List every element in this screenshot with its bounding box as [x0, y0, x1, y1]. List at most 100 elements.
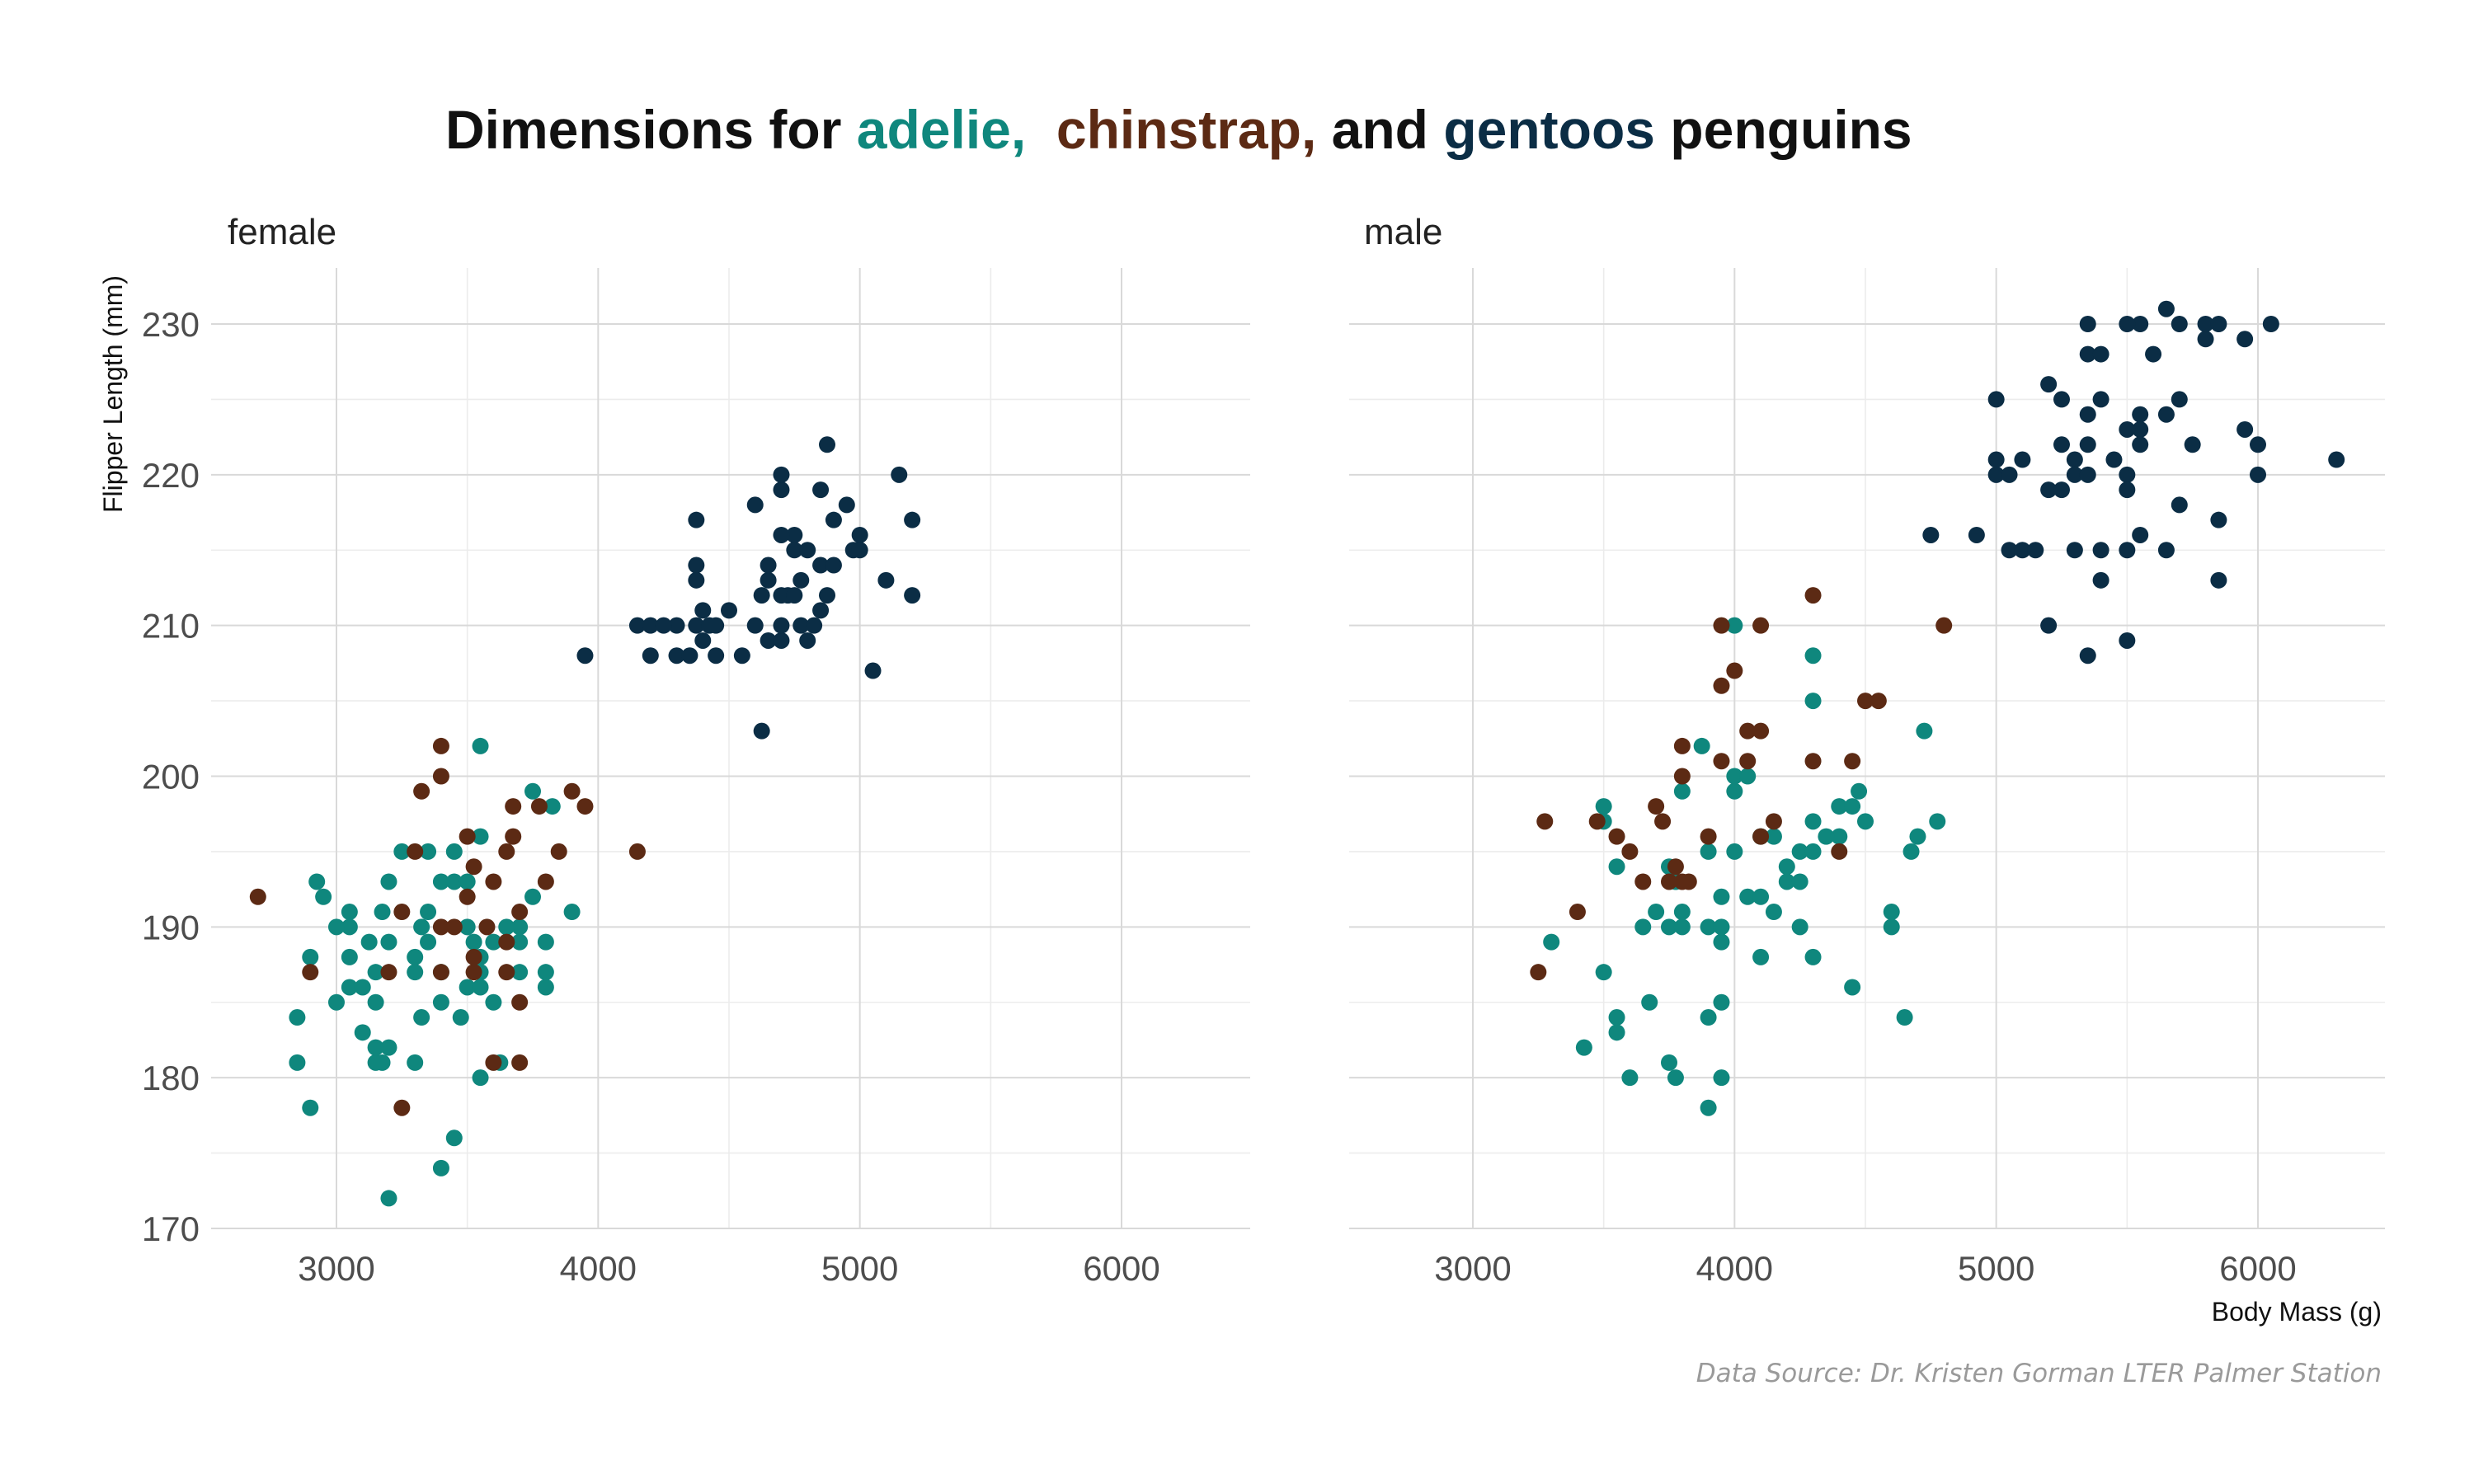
data-point-adelie [1752, 948, 1770, 965]
data-point-adelie [328, 993, 345, 1011]
data-point-gentoo [2092, 345, 2109, 363]
data-point-adelie [1844, 798, 1861, 815]
data-point-chinstrap [1673, 768, 1691, 785]
data-point-gentoo [688, 617, 705, 634]
x-axis-title: Body Mass (g) [2212, 1297, 2382, 1327]
data-point-adelie [1608, 1024, 1625, 1041]
y-axis-title: Flipper Length (mm) [98, 275, 128, 513]
data-point-gentoo [708, 647, 725, 665]
data-point-adelie [354, 1024, 371, 1041]
data-point-adelie [1791, 843, 1808, 860]
series-gentoo [1922, 300, 2345, 665]
data-point-chinstrap [1634, 873, 1652, 890]
data-point-gentoo [2027, 542, 2044, 559]
data-point-chinstrap [1536, 813, 1554, 830]
data-point-gentoo [2236, 331, 2254, 348]
data-point-adelie [1726, 617, 1743, 634]
data-point-gentoo [812, 602, 830, 619]
data-point-chinstrap [1673, 737, 1691, 754]
data-point-chinstrap [1648, 798, 1665, 815]
title-and: and [1316, 99, 1443, 160]
data-point-adelie [1634, 918, 1652, 936]
y-tick-label: 170 [142, 1209, 200, 1248]
data-point-adelie [1804, 948, 1822, 965]
data-point-chinstrap [1654, 813, 1672, 830]
data-point-chinstrap [1844, 753, 1861, 770]
data-point-gentoo [786, 542, 803, 559]
title-space [1026, 99, 1056, 160]
data-point-gentoo [773, 617, 790, 634]
x-tick-label: 6000 [2219, 1249, 2296, 1288]
data-point-adelie [380, 1039, 397, 1056]
data-point-gentoo [642, 617, 659, 634]
data-point-gentoo [733, 647, 750, 665]
data-point-chinstrap [459, 828, 476, 845]
data-point-adelie [341, 979, 358, 996]
data-point-adelie [341, 918, 358, 936]
data-point-chinstrap [1752, 828, 1770, 845]
title-suffix: penguins [1655, 99, 1912, 160]
data-point-adelie [1726, 768, 1743, 785]
data-point-adelie [1700, 843, 1717, 860]
data-point-chinstrap [465, 858, 482, 876]
data-point-chinstrap [1804, 753, 1822, 770]
data-point-gentoo [891, 466, 908, 483]
title-adelie: adelie, [857, 99, 1026, 160]
data-point-chinstrap [1588, 813, 1606, 830]
data-point-adelie [1857, 813, 1874, 830]
y-tick-label: 210 [142, 607, 200, 646]
data-point-chinstrap [249, 888, 266, 905]
data-point-adelie [1726, 782, 1743, 800]
data-point-chinstrap [550, 843, 567, 860]
data-point-chinstrap [445, 918, 463, 936]
facet-label-female: female [228, 212, 336, 252]
data-point-adelie [1713, 918, 1730, 936]
data-point-gentoo [2119, 316, 2136, 332]
data-point-gentoo [2079, 316, 2096, 332]
data-point-adelie [432, 873, 449, 890]
data-point-adelie [1765, 904, 1782, 921]
data-point-gentoo [688, 571, 705, 589]
data-point-adelie [1916, 722, 1933, 740]
data-point-gentoo [2132, 436, 2149, 453]
data-point-gentoo [793, 617, 810, 634]
data-point-gentoo [2157, 406, 2175, 423]
data-point-adelie [1713, 993, 1730, 1011]
data-point-adelie [360, 933, 378, 951]
data-point-gentoo [1968, 526, 1985, 543]
data-point-chinstrap [511, 904, 529, 921]
data-point-adelie [1713, 1069, 1730, 1087]
x-tick-label: 3000 [1434, 1249, 1511, 1288]
chart-title: Dimensions for adelie, chinstrap, and ge… [445, 99, 1912, 160]
y-tick-label: 220 [142, 456, 200, 495]
x-tick-label: 4000 [1696, 1249, 1773, 1288]
data-point-gentoo [773, 526, 790, 543]
data-point-gentoo [746, 617, 764, 634]
data-point-adelie [472, 737, 489, 754]
data-point-adelie [380, 933, 397, 951]
data-point-adelie [328, 918, 345, 936]
x-tick-label: 4000 [560, 1249, 637, 1288]
title-prefix: Dimensions for [445, 99, 857, 160]
data-point-adelie [1595, 798, 1612, 815]
data-point-adelie [1765, 828, 1782, 845]
panel-female: 3000 4000 5000 6000 170 180 190 200 210 220 230 fem… [142, 212, 1250, 1288]
data-point-chinstrap [1870, 693, 1887, 710]
data-point-gentoo [773, 466, 790, 483]
x-tick-label: 3000 [298, 1249, 374, 1288]
data-point-adelie [465, 933, 482, 951]
data-point-adelie [1575, 1039, 1592, 1056]
data-point-chinstrap [563, 782, 581, 800]
data-point-gentoo [2001, 466, 2018, 483]
title-gentoo: gentoos [1443, 99, 1655, 160]
data-point-gentoo [812, 556, 830, 574]
data-source-caption: Data Source: Dr. Kristen Gorman LTER Pal… [1696, 1359, 2382, 1388]
data-point-adelie [1713, 933, 1730, 951]
data-point-chinstrap [432, 918, 449, 936]
data-point-gentoo [2053, 391, 2070, 408]
data-point-gentoo [773, 481, 790, 499]
data-point-adelie [1929, 813, 1946, 830]
data-point-adelie [445, 1129, 463, 1147]
data-point-gentoo [2092, 571, 2109, 589]
series-adelie [289, 737, 581, 1207]
